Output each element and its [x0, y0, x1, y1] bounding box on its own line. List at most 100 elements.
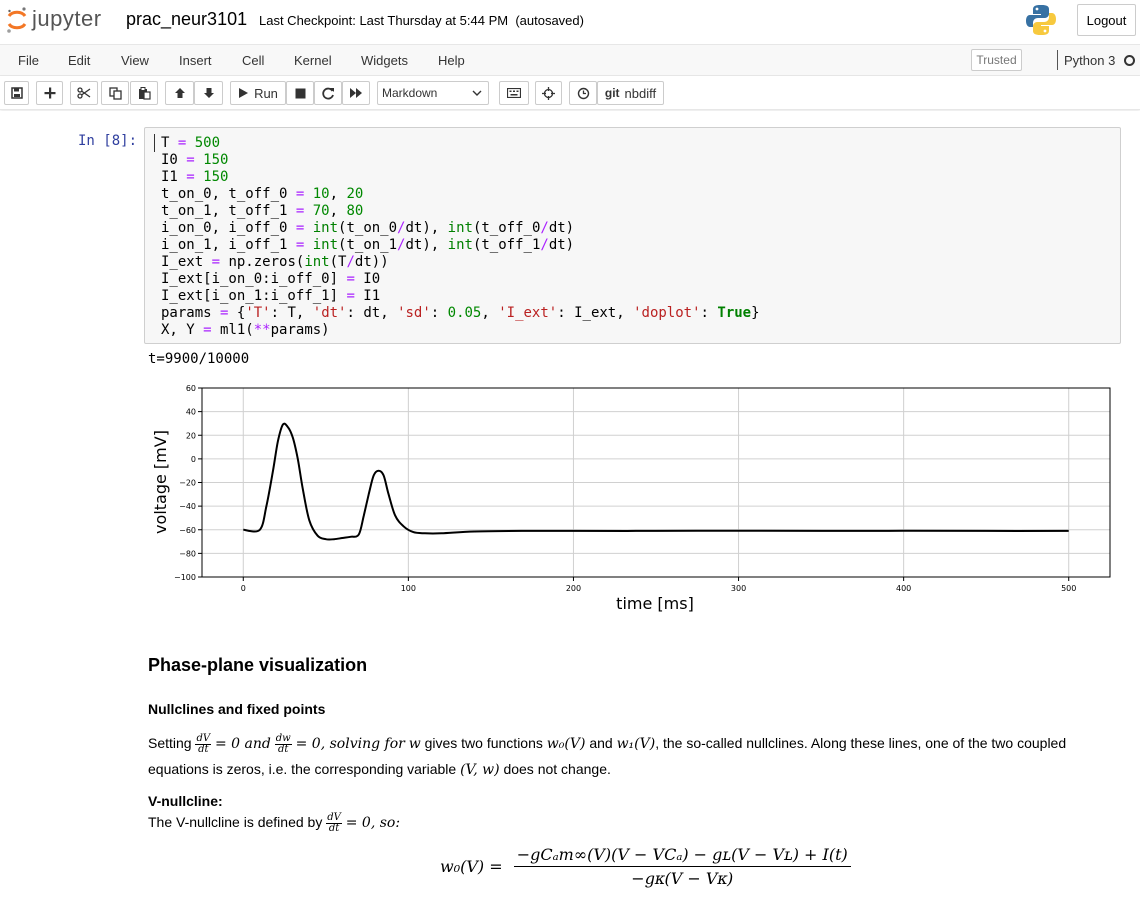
- jupyter-logo-text: jupyter: [32, 5, 102, 31]
- copy-button[interactable]: [101, 81, 129, 105]
- p1-text-c: = 0, solving for: [295, 736, 405, 752]
- nullcline-paragraph: Setting dV dt = 0 and dw dt = 0, solving f…: [148, 731, 1108, 783]
- code-line: i_on_0, i_off_0 = int(t_on_0/dt), int(t_…: [161, 220, 575, 236]
- menubar: File Edit View Insert Cell Kernel Widget…: [0, 44, 1140, 76]
- stop-icon: [295, 88, 305, 98]
- move-up-button[interactable]: [165, 81, 194, 105]
- code-line: params = {'T': T, 'dt': dt, 'sd': 0.05, …: [161, 305, 760, 321]
- dv-dt-fraction: dV dt: [326, 813, 342, 834]
- eq-lhs: w₀(V) =: [440, 857, 503, 876]
- dv-dt-fraction: dV dt: [195, 733, 212, 755]
- cell-stdout: t=9900/10000: [148, 351, 250, 367]
- git-icon: git: [604, 86, 620, 100]
- p1-text-a: Setting: [148, 735, 192, 751]
- cell-cursor: [154, 134, 155, 152]
- menu-insert[interactable]: Insert: [179, 53, 212, 68]
- x-tick-label: 400: [896, 584, 911, 593]
- var-w: w: [408, 736, 421, 752]
- y-tick-label: −20: [179, 479, 196, 488]
- p2-text-a: The V-nullcline is defined by: [148, 814, 323, 831]
- jupyter-orbit-icon: [7, 7, 27, 33]
- menu-edit[interactable]: Edit: [68, 53, 91, 68]
- crosshair-button[interactable]: [535, 81, 562, 105]
- v-nullcline-heading: V-nullcline:: [148, 793, 223, 809]
- command-palette-button[interactable]: [499, 81, 529, 105]
- save-icon: [10, 87, 23, 99]
- copy-icon: [108, 86, 122, 100]
- v-nullcline-paragraph: The V-nullcline is defined by dV dt = 0, …: [148, 813, 400, 834]
- code-line: T = 500: [161, 135, 221, 151]
- code-line: t_on_1, t_off_1 = 70, 80: [161, 203, 364, 219]
- x-tick-label: 0: [241, 584, 246, 593]
- code-line: X, Y = ml1(**params): [161, 322, 330, 338]
- menu-view[interactable]: View: [121, 53, 149, 68]
- y-tick-label: 0: [191, 455, 196, 464]
- menu-help[interactable]: Help: [438, 53, 465, 68]
- trusted-badge[interactable]: Trusted: [971, 49, 1022, 71]
- code-cell-editor[interactable]: T = 500 I0 = 150 I1 = 150 t_on_0, t_off_0 =…: [144, 127, 1121, 344]
- p1-text-b: = 0 and: [215, 736, 271, 752]
- cut-button[interactable]: [70, 81, 98, 105]
- p1-text-g: and: [589, 735, 613, 751]
- logout-button[interactable]: Logout: [1077, 4, 1136, 36]
- code-line: I0 = 150: [161, 152, 229, 168]
- code-line: i_on_1, i_off_1 = int(t_on_1/dt), int(t_…: [161, 237, 575, 253]
- w1-fn: w₁(V): [616, 736, 656, 752]
- section-heading: Phase-plane visualization: [148, 655, 368, 675]
- keyboard-icon: [507, 88, 521, 98]
- y-tick-label: −100: [174, 573, 196, 582]
- run-button[interactable]: Run: [230, 81, 286, 105]
- paste-button[interactable]: [130, 81, 158, 105]
- chevron-down-icon: [472, 90, 482, 96]
- voltage-series-line: [243, 422, 1069, 541]
- p1-text-k: does not change.: [503, 761, 611, 777]
- p1-text-e: gives two functions: [424, 735, 543, 751]
- move-down-button[interactable]: [194, 81, 223, 105]
- cell-type-select[interactable]: Markdown: [377, 81, 489, 105]
- toolbar: Run Markdown git nbdiff: [0, 76, 1140, 110]
- input-prompt: In [8]:: [78, 133, 138, 149]
- interrupt-button[interactable]: [286, 81, 314, 105]
- clock-icon: [577, 87, 589, 99]
- restart-run-all-button[interactable]: [342, 81, 370, 105]
- checkpoint-text: Last Checkpoint: Last Thursday at 5:44 P…: [259, 13, 509, 28]
- frac-den: dt: [278, 743, 289, 755]
- y-tick-label: −40: [179, 502, 196, 511]
- checkpoint-status: Last Checkpoint: Last Thursday at 5:44 P…: [259, 13, 584, 28]
- jupyter-logo[interactable]: jupyter: [6, 4, 102, 36]
- paste-icon: [138, 86, 151, 100]
- menu-widgets[interactable]: Widgets: [361, 53, 408, 68]
- kernel-divider: [1057, 50, 1058, 70]
- kernel-idle-icon: [1124, 55, 1135, 66]
- run-label: Run: [254, 85, 278, 101]
- arrow-up-icon: [174, 88, 185, 98]
- plus-icon: [44, 87, 55, 99]
- nbdiff-button[interactable]: git nbdiff: [597, 81, 664, 105]
- p2-text-b: = 0, so:: [345, 815, 401, 832]
- p1-text-i: , the so-called nullclines. Along these …: [148, 735, 1067, 777]
- frac-num: dw: [274, 732, 292, 745]
- y-tick-label: 40: [186, 408, 196, 417]
- menu-kernel[interactable]: Kernel: [294, 53, 332, 68]
- notebook-name[interactable]: prac_neur3101: [126, 9, 248, 29]
- vw-pair: (V, w): [460, 762, 500, 778]
- w0-equation: w₀(V) = −gCₐm∞(V)(V − VCₐ) − gʟ(V − Vʟ) …: [440, 845, 851, 888]
- history-button[interactable]: [569, 81, 597, 105]
- autosave-status: (autosaved): [515, 13, 584, 28]
- nbdiff-label: nbdiff: [624, 85, 657, 101]
- crosshair-icon: [542, 86, 555, 100]
- save-button[interactable]: [4, 81, 29, 105]
- play-icon: [239, 88, 249, 98]
- insert-cell-button[interactable]: [36, 81, 63, 105]
- x-axis-label: time [ms]: [616, 594, 694, 613]
- menu-file[interactable]: File: [18, 53, 39, 68]
- code-line: t_on_0, t_off_0 = 10, 20: [161, 186, 364, 202]
- plot-ticks: 0 100 200 300 400 500 −100 −80 −60 −40 −20 0 20 40 60: [174, 384, 1076, 593]
- python-logo-icon: [1026, 4, 1056, 41]
- frac-num: dV: [326, 812, 342, 824]
- y-tick-label: −60: [179, 526, 196, 535]
- fast-forward-icon: [350, 88, 362, 98]
- restart-button[interactable]: [314, 81, 342, 105]
- menu-cell[interactable]: Cell: [242, 53, 265, 68]
- voltage-trace-plot: 0 100 200 300 400 500−100−80−60−40−200204060 …: [151, 384, 1111, 613]
